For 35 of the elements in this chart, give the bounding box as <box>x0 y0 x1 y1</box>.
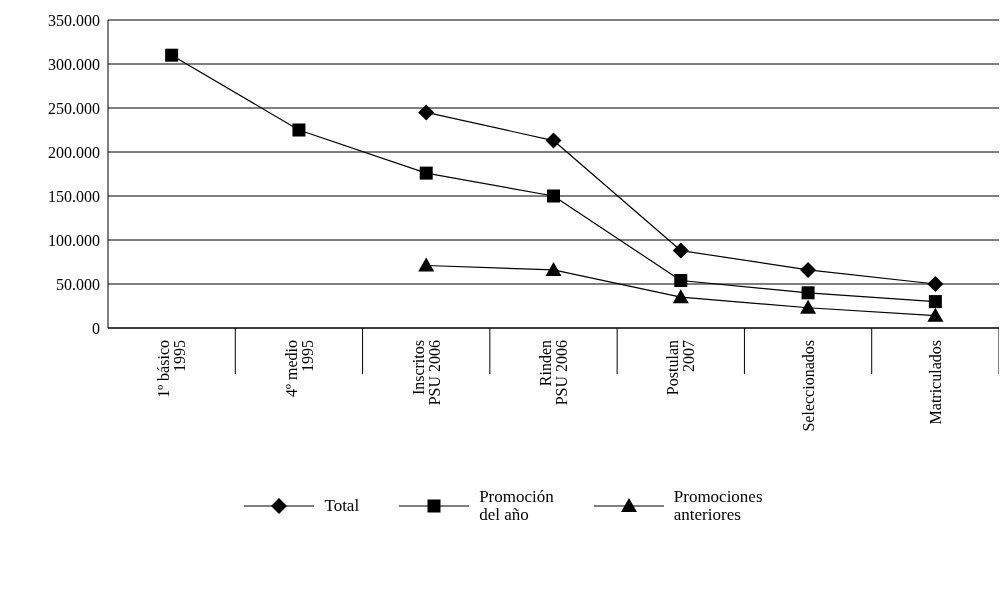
x-tick-label: 1º básico 1995 <box>155 340 189 398</box>
point <box>801 286 815 300</box>
x-tick-label: Inscritos PSU 2006 <box>409 340 443 406</box>
point <box>545 132 562 149</box>
x-tick-label: Rinden PSU 2006 <box>537 340 571 406</box>
point <box>418 104 435 121</box>
y-tick-label: 50.000 <box>56 275 100 293</box>
point <box>419 166 433 180</box>
y-tick-label: 300.000 <box>48 55 100 73</box>
point <box>418 257 435 272</box>
point <box>672 242 689 259</box>
legend-label: Promoción del año <box>479 487 554 524</box>
point <box>927 276 944 292</box>
point <box>927 307 944 322</box>
y-tick-label: 200.000 <box>48 143 100 161</box>
y-tick-label: 250.000 <box>48 99 100 117</box>
y-tick-label: 350.000 <box>48 11 100 29</box>
y-tick-label: 150.000 <box>48 187 100 205</box>
x-tick-label: Seleccionados <box>799 340 817 432</box>
point <box>928 295 942 309</box>
point <box>545 261 562 276</box>
point <box>800 299 817 314</box>
point <box>800 261 817 278</box>
y-tick-label: 0 <box>92 319 100 337</box>
point <box>165 48 179 62</box>
x-tick-label: 4º medio 1995 <box>282 340 316 397</box>
point <box>674 273 688 287</box>
y-tick-label: 100.000 <box>48 231 100 249</box>
point <box>672 289 689 304</box>
legend-label: Promociones anteriores <box>673 487 763 524</box>
x-tick-label: Postulan 2007 <box>664 340 698 396</box>
point <box>292 123 306 137</box>
point <box>547 189 560 203</box>
x-tick-label: Matriculados <box>926 340 944 425</box>
legend-label: Total <box>324 495 360 515</box>
